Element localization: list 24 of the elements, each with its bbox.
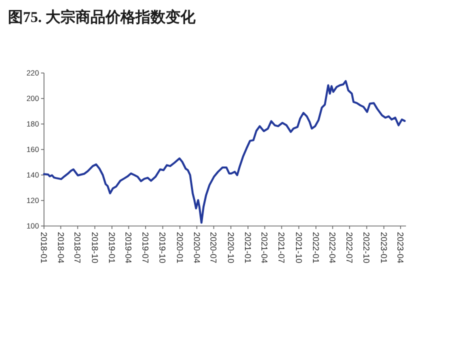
x-tick-label: 2018-04 bbox=[56, 232, 66, 264]
x-tick-label: 2019-07 bbox=[140, 232, 151, 264]
x-tick-label: 2019-10 bbox=[158, 232, 168, 264]
x-tick-label: 2023-04 bbox=[396, 232, 406, 264]
x-tick-label: 2023-01 bbox=[378, 232, 389, 264]
x-tick-label: 2020-07 bbox=[208, 232, 219, 264]
x-tick-label: 2022-01 bbox=[310, 232, 321, 264]
x-tick-label: 2021-07 bbox=[276, 232, 287, 264]
x-tick-label: 2022-07 bbox=[344, 232, 355, 264]
x-tick-label: 2018-01 bbox=[39, 232, 49, 264]
x-tick-label: 2020-10 bbox=[226, 232, 236, 264]
x-tick-label: 2021-04 bbox=[260, 232, 270, 264]
x-tick-label: 2021-01 bbox=[242, 232, 253, 264]
x-tick-label: 2019-01 bbox=[106, 232, 117, 264]
chart-title: 图75. 大宗商品价格指数变化 bbox=[8, 8, 196, 26]
x-tick-label: 2020-01 bbox=[174, 232, 185, 264]
x-tick-label: 2018-07 bbox=[72, 232, 83, 264]
x-tick-label: 2022-04 bbox=[328, 232, 338, 264]
line-series bbox=[43, 80, 406, 224]
x-tick-label: 2020-04 bbox=[192, 232, 202, 264]
x-tick-label: 2021-10 bbox=[294, 232, 304, 264]
x-tick-label: 2022-10 bbox=[362, 232, 372, 264]
x-tick-label: 2018-10 bbox=[90, 232, 100, 264]
x-tick-label: 2019-04 bbox=[124, 232, 134, 264]
